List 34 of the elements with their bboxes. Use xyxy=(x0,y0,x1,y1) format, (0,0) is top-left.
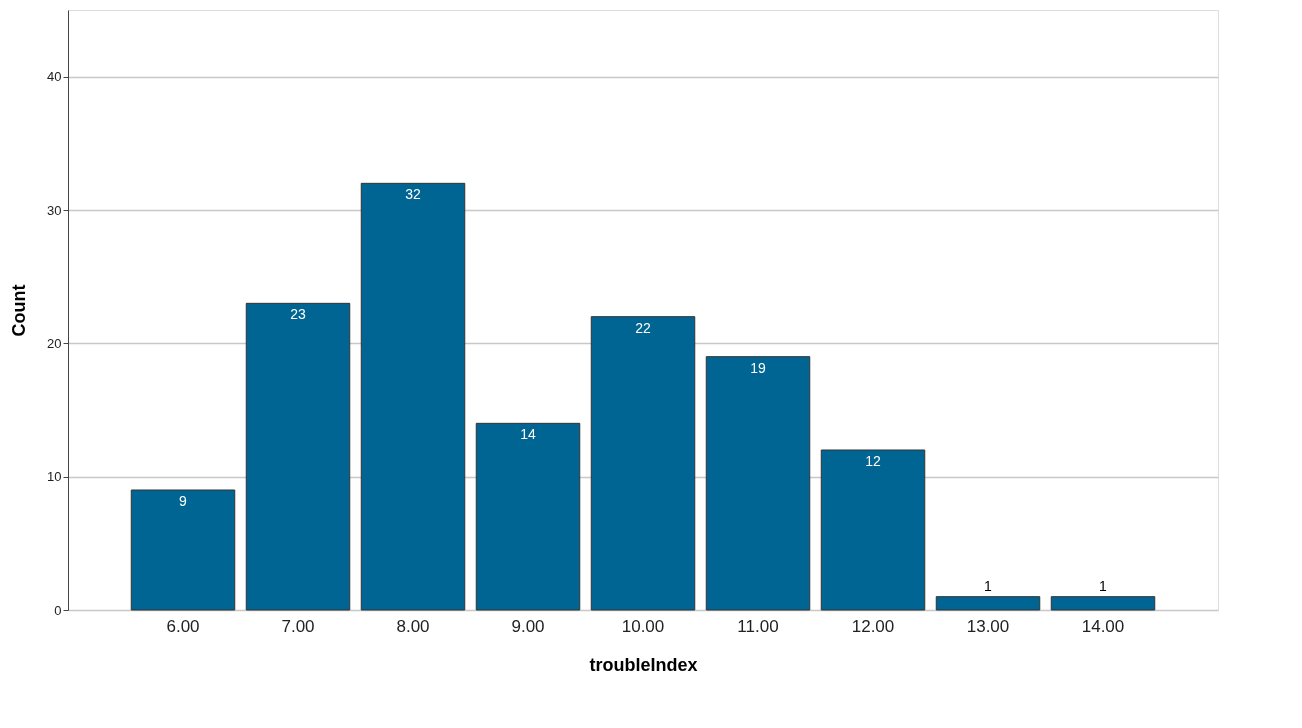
data-label: 32 xyxy=(405,186,421,203)
bar xyxy=(935,596,1041,611)
data-label: 23 xyxy=(290,306,306,323)
bar xyxy=(820,449,926,611)
x-tick-label: 9.00 xyxy=(511,616,545,636)
data-label: 1 xyxy=(1099,577,1108,594)
x-tick-label: 13.00 xyxy=(966,616,1010,636)
bar xyxy=(475,422,581,611)
y-tick-label: 0 xyxy=(54,602,62,618)
bar xyxy=(130,489,236,611)
x-tick-label: 8.00 xyxy=(396,616,430,636)
x-tick-label: 14.00 xyxy=(1081,616,1125,636)
y-tick-label: 10 xyxy=(47,469,62,485)
bar xyxy=(360,182,466,611)
bar xyxy=(245,302,351,611)
x-tick-label: 6.00 xyxy=(166,616,200,636)
data-label: 12 xyxy=(865,453,881,469)
y-tick-label: 40 xyxy=(47,69,62,85)
bar xyxy=(705,356,811,611)
y-axis-title: Count xyxy=(9,284,30,337)
data-label: 1 xyxy=(984,577,993,594)
x-axis-title: troubleIndex xyxy=(589,654,698,675)
data-label: 19 xyxy=(750,359,766,376)
bar xyxy=(590,316,696,611)
data-label: 22 xyxy=(635,319,651,336)
x-tick-label: 7.00 xyxy=(281,616,315,636)
x-tick-label: 11.00 xyxy=(737,616,779,636)
y-tick-label: 20 xyxy=(47,335,62,351)
data-label: 14 xyxy=(520,426,536,443)
x-tick-label: 10.00 xyxy=(621,616,665,636)
x-tick-label: 12.00 xyxy=(851,616,895,636)
y-tick-label: 30 xyxy=(47,202,62,218)
bar xyxy=(1050,596,1156,611)
data-label: 9 xyxy=(179,493,188,509)
